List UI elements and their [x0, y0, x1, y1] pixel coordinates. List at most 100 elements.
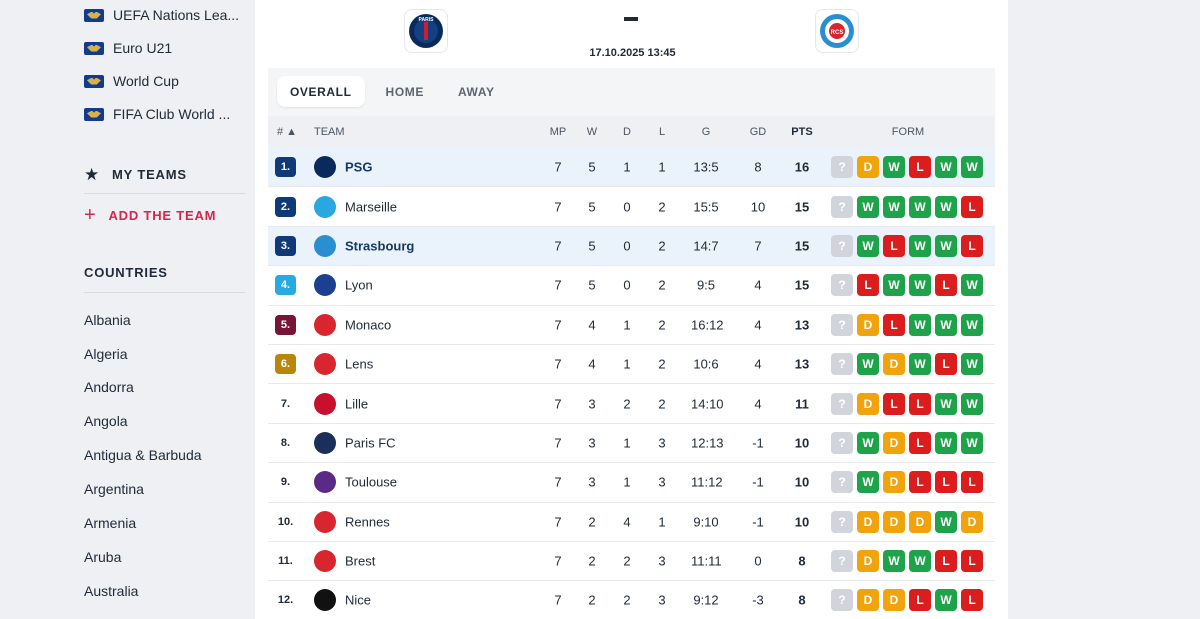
- team-name[interactable]: PSG: [345, 159, 373, 175]
- team-name[interactable]: Strasbourg: [345, 238, 415, 254]
- country-link[interactable]: Australia: [84, 583, 139, 599]
- form-next-match[interactable]: ?: [831, 156, 853, 179]
- form-result[interactable]: L: [883, 313, 905, 336]
- form-result[interactable]: D: [857, 313, 879, 336]
- my-teams-heading[interactable]: ★ MY TEAMS: [84, 166, 187, 183]
- form-result[interactable]: W: [883, 274, 905, 297]
- team-name[interactable]: Lens: [345, 356, 374, 372]
- form-next-match[interactable]: ?: [831, 353, 853, 376]
- form-result[interactable]: W: [909, 353, 931, 376]
- form-result[interactable]: W: [935, 313, 957, 336]
- form-result[interactable]: D: [883, 471, 905, 494]
- tab-overall[interactable]: OVERALL: [277, 76, 365, 107]
- country-link[interactable]: Aruba: [84, 549, 122, 565]
- country-link[interactable]: Andorra: [84, 379, 134, 395]
- team-name[interactable]: Brest: [345, 553, 376, 569]
- form-result[interactable]: W: [961, 274, 983, 297]
- form-result[interactable]: D: [883, 510, 905, 533]
- form-result[interactable]: W: [961, 353, 983, 376]
- form-result[interactable]: W: [961, 392, 983, 415]
- form-result[interactable]: D: [857, 156, 879, 179]
- form-result[interactable]: D: [857, 589, 879, 612]
- header-mp[interactable]: MP: [549, 126, 567, 138]
- country-link[interactable]: Antigua & Barbuda: [84, 447, 202, 463]
- team-name[interactable]: Nice: [345, 592, 372, 608]
- form-result[interactable]: W: [909, 274, 931, 297]
- form-result[interactable]: W: [935, 392, 957, 415]
- form-result[interactable]: L: [909, 589, 931, 612]
- form-result[interactable]: W: [909, 313, 931, 336]
- team-name[interactable]: Lille: [345, 396, 369, 412]
- form-result[interactable]: L: [909, 431, 931, 454]
- form-result[interactable]: W: [857, 195, 879, 218]
- form-next-match[interactable]: ?: [831, 550, 853, 573]
- table-row[interactable]: 9. Toulouse 7 3 1 3 11:12 -1 10? W D L L L: [268, 463, 995, 503]
- table-row[interactable]: 5. Monaco 7 4 1 2 16:12 4 13? D L W W W: [268, 305, 995, 345]
- header-pts[interactable]: PTS: [791, 126, 813, 138]
- form-result[interactable]: L: [857, 274, 879, 297]
- form-result[interactable]: D: [883, 353, 905, 376]
- header-team[interactable]: TEAM: [314, 126, 345, 138]
- form-result[interactable]: D: [883, 589, 905, 612]
- table-row[interactable]: 11. Brest 7 2 2 3 11:11 0 8? D W W L L: [268, 541, 995, 582]
- sidebar-competition[interactable]: FIFA Club World ...: [84, 104, 230, 124]
- form-result[interactable]: W: [883, 156, 905, 179]
- form-result[interactable]: L: [935, 471, 957, 494]
- table-row[interactable]: 2. Marseille 7 5 0 2 15:5 10 15? W W W W L: [268, 187, 995, 227]
- tab-away[interactable]: AWAY: [457, 84, 495, 99]
- team-name[interactable]: Lyon: [345, 277, 373, 293]
- table-row[interactable]: 10. Rennes 7 2 4 1 9:10 -1 10? D D D W D: [268, 502, 995, 542]
- form-result[interactable]: W: [935, 156, 957, 179]
- form-result[interactable]: W: [935, 234, 957, 257]
- form-result[interactable]: W: [935, 195, 957, 218]
- table-row[interactable]: 3. Strasbourg 7 5 0 2 14:7 7 15? W L W W L: [268, 226, 995, 267]
- form-result[interactable]: D: [883, 431, 905, 454]
- header-d[interactable]: D: [623, 126, 631, 138]
- header-rank[interactable]: # ▲: [277, 126, 298, 138]
- team-name[interactable]: Monaco: [345, 317, 392, 333]
- form-next-match[interactable]: ?: [831, 471, 853, 494]
- form-result[interactable]: D: [961, 510, 983, 533]
- home-team-crest[interactable]: PARIS: [404, 9, 448, 53]
- form-next-match[interactable]: ?: [831, 274, 853, 297]
- form-result[interactable]: W: [909, 195, 931, 218]
- team-name[interactable]: Paris FC: [345, 435, 396, 451]
- form-result[interactable]: L: [909, 471, 931, 494]
- form-next-match[interactable]: ?: [831, 392, 853, 415]
- table-row[interactable]: 1. PSG 7 5 1 1 13:5 8 16? D W L W W: [268, 148, 995, 188]
- form-next-match[interactable]: ?: [831, 195, 853, 218]
- table-row[interactable]: 12. Nice 7 2 2 3 9:12 -3 8? D D L W L: [268, 581, 995, 619]
- form-result[interactable]: W: [961, 313, 983, 336]
- form-result[interactable]: D: [857, 392, 879, 415]
- country-link[interactable]: Angola: [84, 413, 128, 429]
- form-result[interactable]: L: [883, 392, 905, 415]
- form-next-match[interactable]: ?: [831, 234, 853, 257]
- header-g[interactable]: G: [701, 126, 711, 138]
- form-result[interactable]: L: [961, 234, 983, 257]
- form-result[interactable]: L: [883, 234, 905, 257]
- form-result[interactable]: W: [961, 156, 983, 179]
- form-result[interactable]: W: [857, 471, 879, 494]
- form-result[interactable]: W: [857, 431, 879, 454]
- team-name[interactable]: Toulouse: [345, 474, 398, 490]
- form-result[interactable]: D: [909, 510, 931, 533]
- country-link[interactable]: Argentina: [84, 481, 144, 497]
- form-result[interactable]: L: [935, 550, 957, 573]
- form-result[interactable]: W: [909, 550, 931, 573]
- form-next-match[interactable]: ?: [831, 431, 853, 454]
- form-result[interactable]: W: [857, 353, 879, 376]
- table-row[interactable]: 4. Lyon 7 5 0 2 9:5 4 15? L W W L W: [268, 266, 995, 306]
- sidebar-competition[interactable]: Euro U21: [84, 38, 172, 58]
- team-name[interactable]: Marseille: [345, 199, 398, 215]
- header-w[interactable]: W: [586, 126, 598, 138]
- form-next-match[interactable]: ?: [831, 313, 853, 336]
- country-link[interactable]: Armenia: [84, 515, 137, 531]
- form-next-match[interactable]: ?: [831, 510, 853, 533]
- form-result[interactable]: L: [961, 195, 983, 218]
- header-gd[interactable]: GD: [749, 126, 767, 138]
- form-result[interactable]: W: [857, 234, 879, 257]
- form-result[interactable]: L: [909, 156, 931, 179]
- form-result[interactable]: W: [935, 431, 957, 454]
- form-result[interactable]: W: [935, 510, 957, 533]
- form-result[interactable]: D: [857, 550, 879, 573]
